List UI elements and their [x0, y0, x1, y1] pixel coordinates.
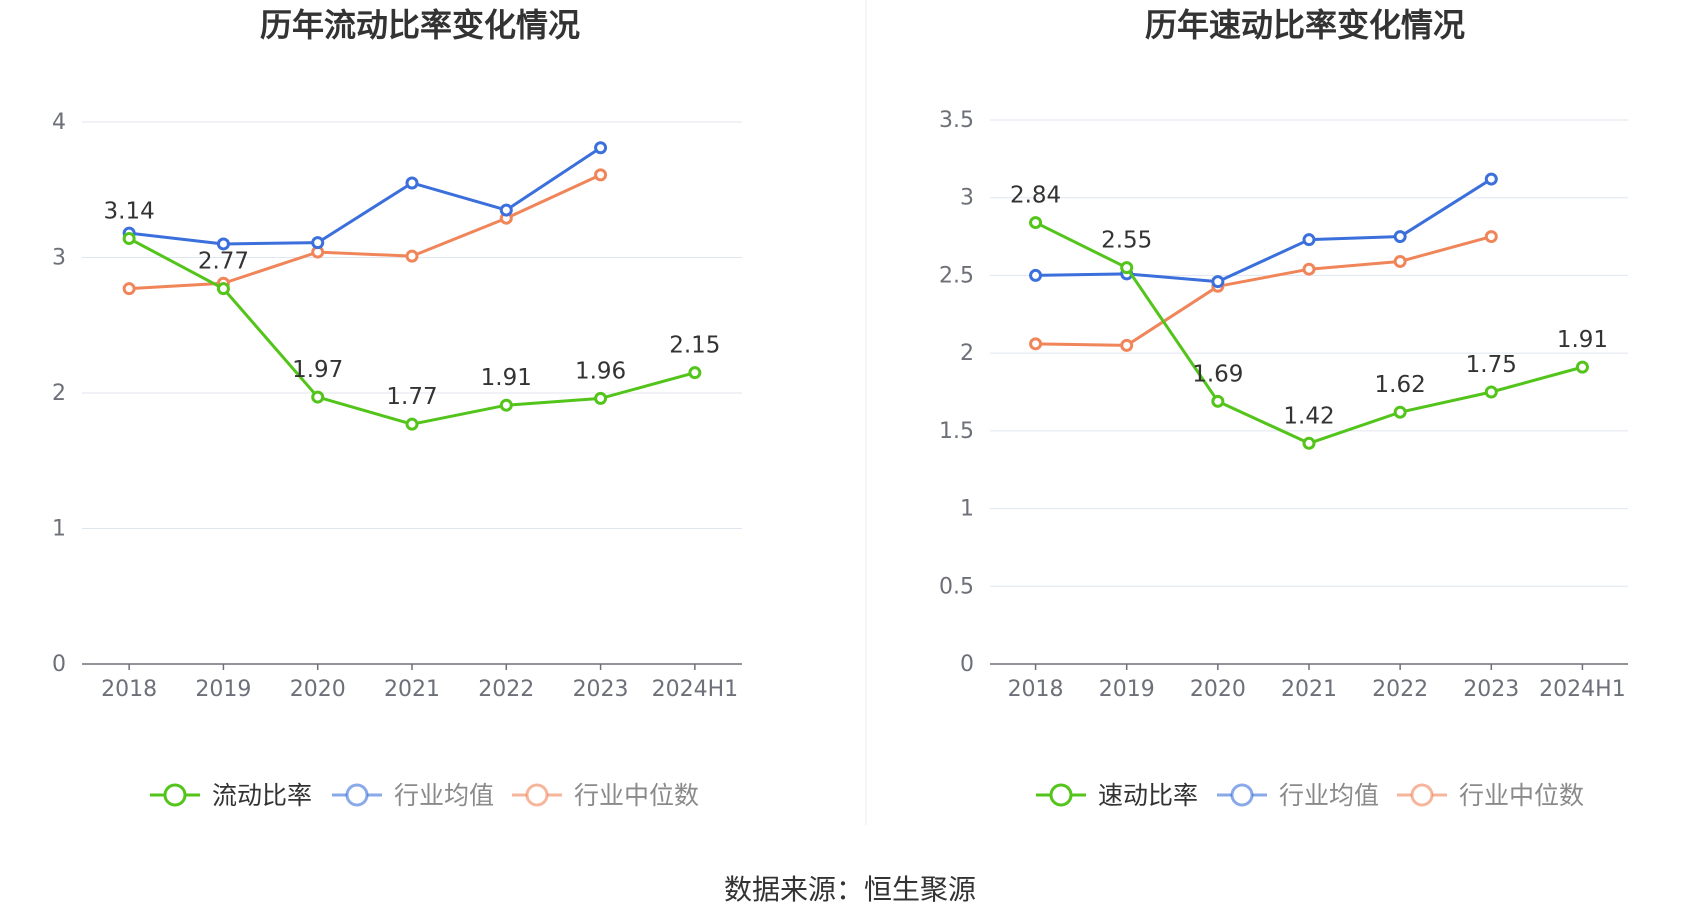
series-point-2	[594, 168, 608, 182]
data-label: 1.97	[292, 357, 343, 383]
series-point-0	[1120, 261, 1134, 275]
series-point-0	[688, 366, 702, 380]
series-line-2	[129, 173, 602, 291]
series-point-1	[1393, 230, 1407, 244]
series-point-1	[499, 203, 513, 217]
series-point-0	[405, 417, 419, 431]
y-tick-label: 3	[52, 246, 66, 271]
series-point-0	[311, 390, 325, 404]
series-point-2	[122, 282, 136, 296]
data-source-note: 数据来源：恒生聚源	[723, 873, 976, 906]
x-tick-label: 2020	[290, 677, 346, 702]
y-tick-label: 4	[52, 110, 66, 135]
series-line-1	[128, 146, 602, 246]
data-label: 1.62	[1375, 372, 1426, 398]
y-tick-label: 0	[960, 652, 974, 677]
y-tick-label: 3	[960, 186, 974, 211]
x-tick-label: 2018	[1008, 677, 1064, 702]
x-tick-label: 2024H1	[1539, 677, 1626, 702]
data-label: 2.77	[198, 249, 249, 275]
legend-label: 行业均值	[394, 781, 494, 810]
data-label: 1.96	[575, 358, 626, 384]
data-label: 2.15	[669, 333, 720, 359]
data-label: 1.75	[1466, 352, 1517, 378]
series-point-1	[405, 176, 419, 190]
x-tick-label: 2020	[1190, 677, 1246, 702]
data-label: 1.91	[1557, 327, 1608, 353]
series-point-1	[311, 236, 325, 250]
series-point-1	[1484, 172, 1498, 186]
x-tick-label: 2021	[384, 677, 440, 702]
legend-swatch-marker	[1230, 783, 1254, 807]
legend-swatch-marker	[1410, 783, 1434, 807]
series-point-2	[1120, 338, 1134, 352]
series-point-0	[122, 232, 136, 246]
legend-label: 行业均值	[1279, 781, 1379, 810]
series-point-0	[216, 282, 230, 296]
series-point-0	[499, 398, 513, 412]
series-point-0	[1484, 385, 1498, 399]
legend-label: 速动比率	[1098, 781, 1198, 810]
legend-label: 行业中位数	[574, 781, 699, 810]
series-point-1	[1029, 268, 1043, 282]
legend-label: 流动比率	[212, 781, 312, 810]
quick-ratio-chart: 历年速动比率变化情况 0 0.5 1 1.5 2 2.5 3 3.5 2018 2019 2020 20…	[939, 6, 1628, 810]
x-tick-label: 2024H1	[652, 677, 739, 702]
chart-title: 历年速动比率变化情况	[1145, 6, 1465, 44]
series-point-0	[1575, 360, 1589, 374]
legend-swatch-marker	[1049, 783, 1073, 807]
x-tick-label: 2019	[195, 677, 251, 702]
x-tick-label: 2023	[573, 677, 629, 702]
y-tick-label: 2.5	[939, 263, 974, 288]
y-tick-label: 2	[960, 341, 974, 366]
y-tick-label: 1	[52, 517, 66, 542]
legend-swatch-marker	[163, 783, 187, 807]
data-label: 2.84	[1010, 183, 1061, 209]
y-tick-label: 1.5	[939, 419, 974, 444]
x-tick-label: 2023	[1463, 677, 1519, 702]
x-tick-label: 2019	[1099, 677, 1155, 702]
data-label: 3.14	[104, 199, 155, 225]
series-point-2	[1484, 230, 1498, 244]
data-label: 1.77	[386, 384, 437, 410]
series-point-1	[1211, 275, 1225, 289]
y-tick-label: 0	[52, 652, 66, 677]
series-point-2	[1029, 337, 1043, 351]
series-point-0	[1211, 394, 1225, 408]
x-tick-label: 2022	[478, 677, 534, 702]
legend-label: 行业中位数	[1459, 781, 1584, 810]
series-line-2	[1035, 235, 1492, 347]
data-label: 1.42	[1283, 403, 1334, 429]
series-point-0	[1302, 436, 1316, 450]
series-point-1	[1302, 233, 1316, 247]
x-tick-label: 2018	[101, 677, 157, 702]
series-point-1	[216, 237, 230, 251]
x-tick-label: 2022	[1372, 677, 1428, 702]
x-tick-label: 2021	[1281, 677, 1337, 702]
y-tick-label: 3.5	[939, 108, 974, 133]
data-label: 1.91	[481, 365, 532, 391]
series-line-1	[1035, 177, 1493, 284]
series-point-2	[1393, 254, 1407, 268]
data-label: 2.55	[1101, 228, 1152, 254]
series-point-0	[594, 391, 608, 405]
series-point-1	[594, 141, 608, 155]
y-tick-label: 0.5	[939, 574, 974, 599]
series-point-0	[1029, 216, 1043, 230]
y-tick-label: 2	[52, 381, 66, 406]
current-ratio-chart: 历年流动比率变化情况 0 1 2 3 4 2018 2019 2020 2021 2022 2023 2…	[52, 6, 742, 810]
legend-swatch-marker	[345, 783, 369, 807]
series-point-2	[1302, 262, 1316, 276]
data-label: 1.69	[1192, 361, 1243, 387]
y-tick-label: 1	[960, 497, 974, 522]
chart-title: 历年流动比率变化情况	[260, 6, 580, 44]
series-point-0	[1393, 405, 1407, 419]
legend-swatch-marker	[525, 783, 549, 807]
series-point-2	[405, 249, 419, 263]
